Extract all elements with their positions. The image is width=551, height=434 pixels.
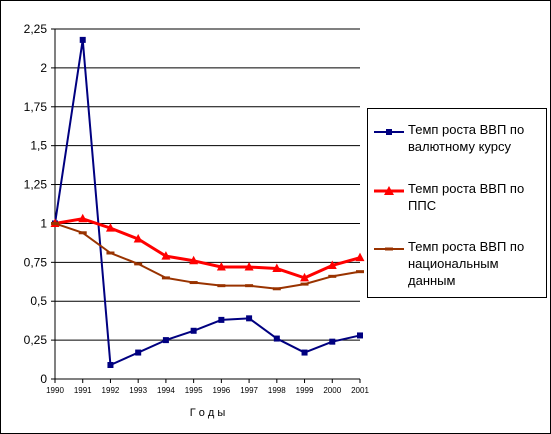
legend-label-national-line-2: национальным [408,256,499,271]
y-tick-label: 2,25 [24,22,48,36]
x-tick-label: 1990 [46,386,64,395]
data-point [107,362,114,368]
data-point [216,262,226,271]
legend-key-fx-rate [374,129,404,135]
data-point [79,36,86,43]
legend: Темп роста ВВП по валютному курсу Темп р… [367,108,547,298]
legend-label-fx-rate-line-1: Темп роста ВВП по [408,122,525,137]
y-tick-label: 1,25 [24,178,48,192]
data-point [135,349,142,356]
y-tick-label: 2 [40,61,47,75]
x-tick-label: 1995 [185,386,203,395]
legend-label-ppp-line-1: Темп роста ВВП по [408,181,525,196]
x-tick-label: 2001 [351,386,369,395]
data-point [300,272,310,282]
x-tick-label: 1993 [129,386,147,395]
data-point [329,338,336,345]
legend-label-national-line-1: Темп роста ВВП по [408,239,525,254]
data-point [273,335,280,342]
legend-label-ppp-line-2: ППС [408,198,437,213]
data-point [357,332,363,339]
series-line [54,38,361,366]
y-tick-label: 0,5 [30,294,47,308]
series-line [54,222,361,290]
x-tick-label: 1997 [240,386,258,395]
data-point [78,213,88,223]
data-point [189,255,199,265]
x-tick-label: 1991 [74,386,92,395]
x-tick-label: 1996 [212,386,230,395]
data-point [244,262,254,271]
data-point [190,327,197,334]
y-tick-label: 1 [40,216,47,230]
legend-label-national: Темп роста ВВП по национальным данным [408,238,542,289]
legend-label-national-line-3: данным [408,273,456,288]
data-point [161,251,171,260]
data-point [133,234,143,243]
legend-label-ppp: Темп роста ВВП по ППС [408,180,542,214]
data-point [327,260,337,269]
data-point [272,263,282,273]
data-point [355,252,365,262]
legend-key-national [374,247,404,251]
data-point [218,316,225,323]
x-tick-label: 1992 [102,386,120,395]
y-tick-label: 1,5 [30,139,47,153]
data-point [246,315,253,322]
y-tick-label: 1,75 [24,100,48,114]
x-tick-label: 2000 [323,386,341,395]
legend-key-ppp [374,186,404,195]
legend-label-fx-rate: Темп роста ВВП по валютному курсу [408,121,542,155]
x-tick-label: 1999 [296,386,314,395]
data-point [105,223,115,232]
x-tick-label: 1994 [157,386,175,395]
y-tick-label: 0,25 [24,333,48,347]
legend-label-fx-rate-line-2: валютному курсу [408,139,512,154]
data-point [301,349,308,356]
data-point [162,337,169,344]
series-line [54,217,361,280]
y-tick-label: 0 [40,372,47,386]
y-tick-label: 0,75 [24,255,48,269]
x-tick-label: 1998 [268,386,286,395]
x-axis-label: Г о д ы [190,407,226,419]
